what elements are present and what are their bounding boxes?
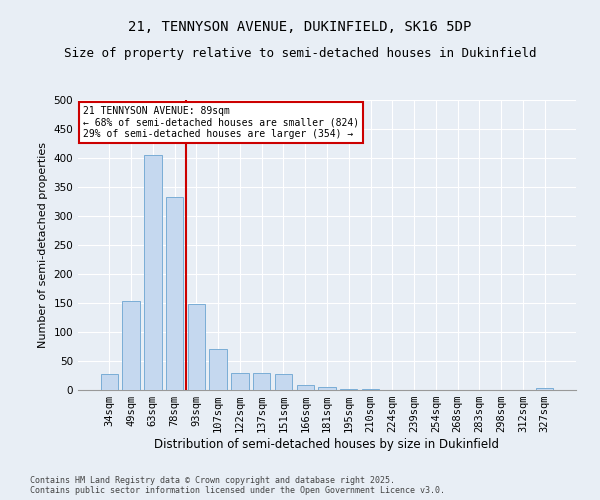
X-axis label: Distribution of semi-detached houses by size in Dukinfield: Distribution of semi-detached houses by …: [155, 438, 499, 451]
Text: Size of property relative to semi-detached houses in Dukinfield: Size of property relative to semi-detach…: [64, 48, 536, 60]
Bar: [231, 372, 248, 390]
Y-axis label: Number of semi-detached properties: Number of semi-detached properties: [38, 142, 48, 348]
Bar: [101, 374, 118, 390]
Bar: [275, 374, 292, 390]
Bar: [296, 386, 314, 390]
Bar: [144, 155, 161, 390]
Bar: [209, 350, 227, 390]
Bar: [318, 386, 336, 390]
Text: 21 TENNYSON AVENUE: 89sqm
← 68% of semi-detached houses are smaller (824)
29% of: 21 TENNYSON AVENUE: 89sqm ← 68% of semi-…: [83, 106, 359, 139]
Bar: [536, 388, 553, 390]
Text: Contains HM Land Registry data © Crown copyright and database right 2025.
Contai: Contains HM Land Registry data © Crown c…: [30, 476, 445, 495]
Bar: [188, 304, 205, 390]
Bar: [253, 372, 271, 390]
Text: 21, TENNYSON AVENUE, DUKINFIELD, SK16 5DP: 21, TENNYSON AVENUE, DUKINFIELD, SK16 5D…: [128, 20, 472, 34]
Bar: [122, 302, 140, 390]
Bar: [166, 198, 184, 390]
